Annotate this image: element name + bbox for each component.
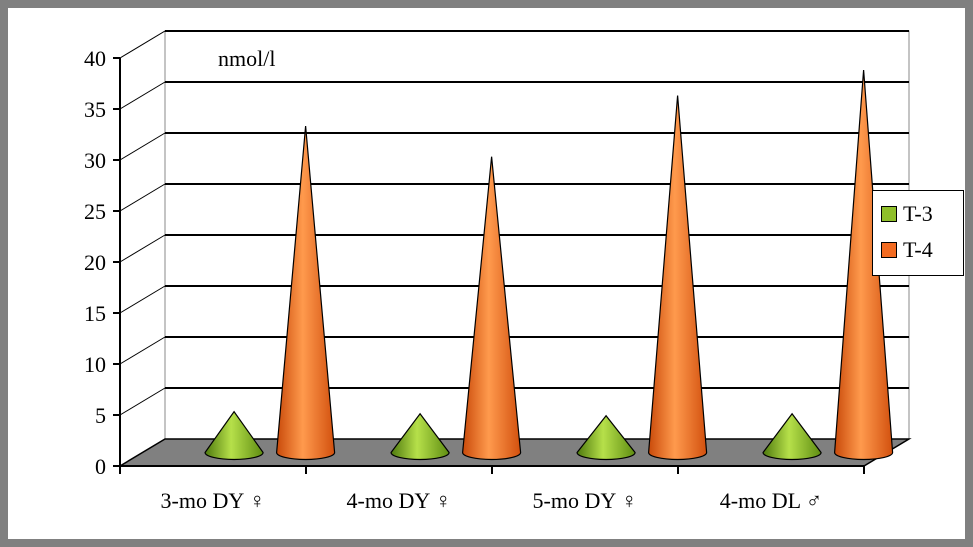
y-tick-label: 5 (95, 403, 106, 428)
chart-plot: 0 5 10 15 20 25 30 35 40 3-mo DY ♀ 4-mo DY ♀ 5-mo … (84, 30, 912, 513)
cone-t-4-3 (648, 95, 708, 461)
chart-marks (204, 69, 894, 461)
gridline-side (119, 336, 166, 365)
y-tick-label: 40 (84, 46, 106, 71)
legend-swatch-t4 (881, 242, 897, 258)
y-tick-label: 25 (84, 199, 106, 224)
cone-t-4-2 (462, 156, 522, 461)
gridlines (119, 30, 909, 416)
legend-swatch-t3 (881, 206, 897, 222)
x-tick-label: 3-mo DY ♀ (161, 488, 266, 513)
unit-label: nmol/l (218, 46, 275, 71)
legend-item-t3: T-3 (881, 201, 933, 227)
y-tick-label: 0 (95, 454, 106, 479)
gridline-side (119, 234, 166, 263)
gridline-side (119, 183, 166, 212)
y-tick-label: 30 (84, 148, 106, 173)
chart-frame: 0 5 10 15 20 25 30 35 40 3-mo DY ♀ 4-mo DY ♀ 5-mo … (8, 8, 965, 539)
cone-t-4-4 (834, 69, 894, 461)
gridline-side (119, 30, 166, 59)
x-axis: 3-mo DY ♀ 4-mo DY ♀ 5-mo DY ♀ 4-mo DL ♂ (119, 465, 865, 513)
y-tick-label: 35 (84, 97, 106, 122)
x-tick-label: 5-mo DY ♀ (533, 488, 638, 513)
gridline-side (119, 387, 166, 416)
gridline-side (119, 285, 166, 314)
legend-label-t4: T-4 (903, 237, 933, 262)
cone-t-3-3 (576, 414, 636, 461)
legend: T-3 T-4 (872, 190, 964, 276)
y-tick-label: 10 (84, 352, 106, 377)
legend-item-t4: T-4 (881, 237, 933, 263)
y-axis: 0 5 10 15 20 25 30 35 40 (84, 46, 121, 479)
y-tick-label: 15 (84, 301, 106, 326)
gridline-side (119, 132, 166, 161)
cone-t-3-1 (204, 410, 264, 461)
legend-label-t3: T-3 (903, 201, 933, 226)
cone-t-4-1 (276, 126, 336, 461)
y-tick-label: 20 (84, 250, 106, 275)
cone-t-3-2 (390, 412, 450, 461)
x-tick-label: 4-mo DL ♂ (720, 488, 822, 513)
x-tick-label: 4-mo DY ♀ (347, 488, 452, 513)
cone-t-3-4 (762, 412, 822, 461)
gridline-side (119, 81, 166, 110)
